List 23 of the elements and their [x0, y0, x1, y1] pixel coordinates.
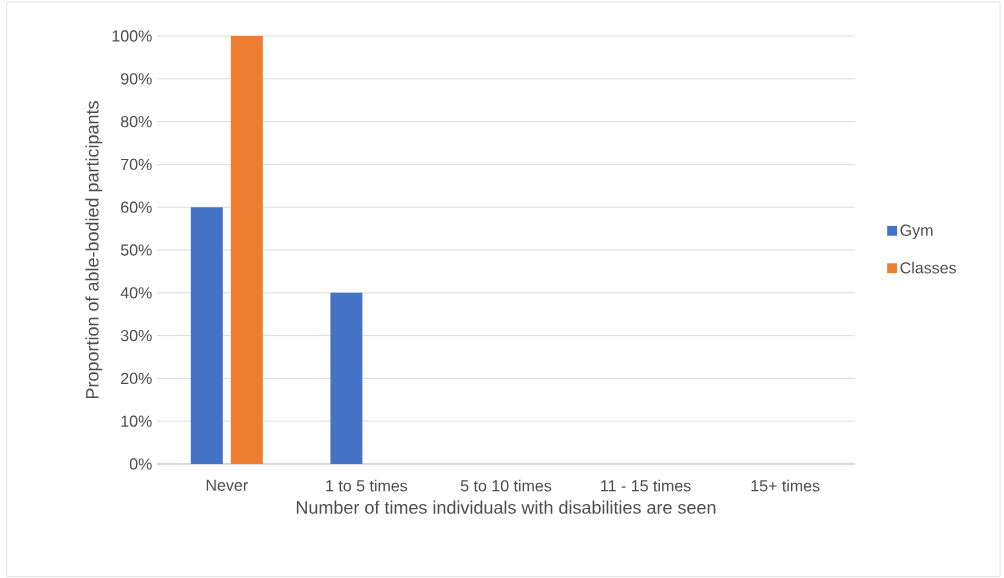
x-tick-label: 5 to 10 times	[460, 479, 552, 492]
x-tick-label: 1 to 5 times	[326, 479, 408, 492]
y-tick-label: 20%	[121, 372, 152, 385]
x-axis-title: Number of times individuals with disabilities are seen	[296, 500, 716, 514]
y-axis-title: Proportion of able-bodied participants	[85, 101, 103, 399]
y-tick-label: 80%	[120, 115, 152, 128]
y-tick-label: 0%	[129, 458, 152, 470]
bar	[190, 207, 223, 464]
legend-label: Classes	[900, 261, 957, 274]
bar	[230, 35, 263, 464]
y-tick-label: 100%	[112, 30, 152, 42]
y-tick-label: 60%	[121, 201, 152, 213]
y-tick-label: 50%	[120, 244, 152, 256]
y-tick-label: 30%	[120, 329, 152, 342]
x-tick-label: Never	[206, 479, 248, 491]
x-tick-label: 15+ times	[751, 479, 820, 492]
y-tick-label: 90%	[121, 73, 152, 85]
y-tick-label: 10%	[121, 415, 152, 427]
y-tick-label: 70%	[121, 158, 152, 171]
y-tick-label: 40%	[120, 287, 152, 299]
x-tick-label: 11 - 15 times	[601, 479, 691, 492]
bar	[330, 292, 363, 464]
legend-label: Gym	[900, 224, 933, 240]
